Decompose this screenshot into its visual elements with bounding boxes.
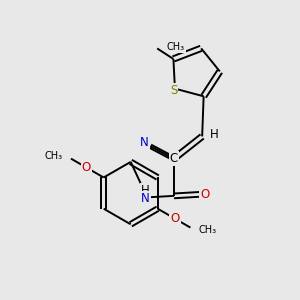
Text: C: C <box>170 152 178 165</box>
Text: N: N <box>140 136 149 149</box>
Text: O: O <box>200 188 209 201</box>
Text: S: S <box>170 84 177 97</box>
Text: O: O <box>170 212 180 226</box>
Text: CH₃: CH₃ <box>167 42 185 52</box>
Text: CH₃: CH₃ <box>199 225 217 235</box>
Text: N: N <box>141 192 150 205</box>
Text: H: H <box>210 128 219 141</box>
Text: O: O <box>82 161 91 174</box>
Text: CH₃: CH₃ <box>44 151 63 161</box>
Text: H: H <box>141 184 150 197</box>
